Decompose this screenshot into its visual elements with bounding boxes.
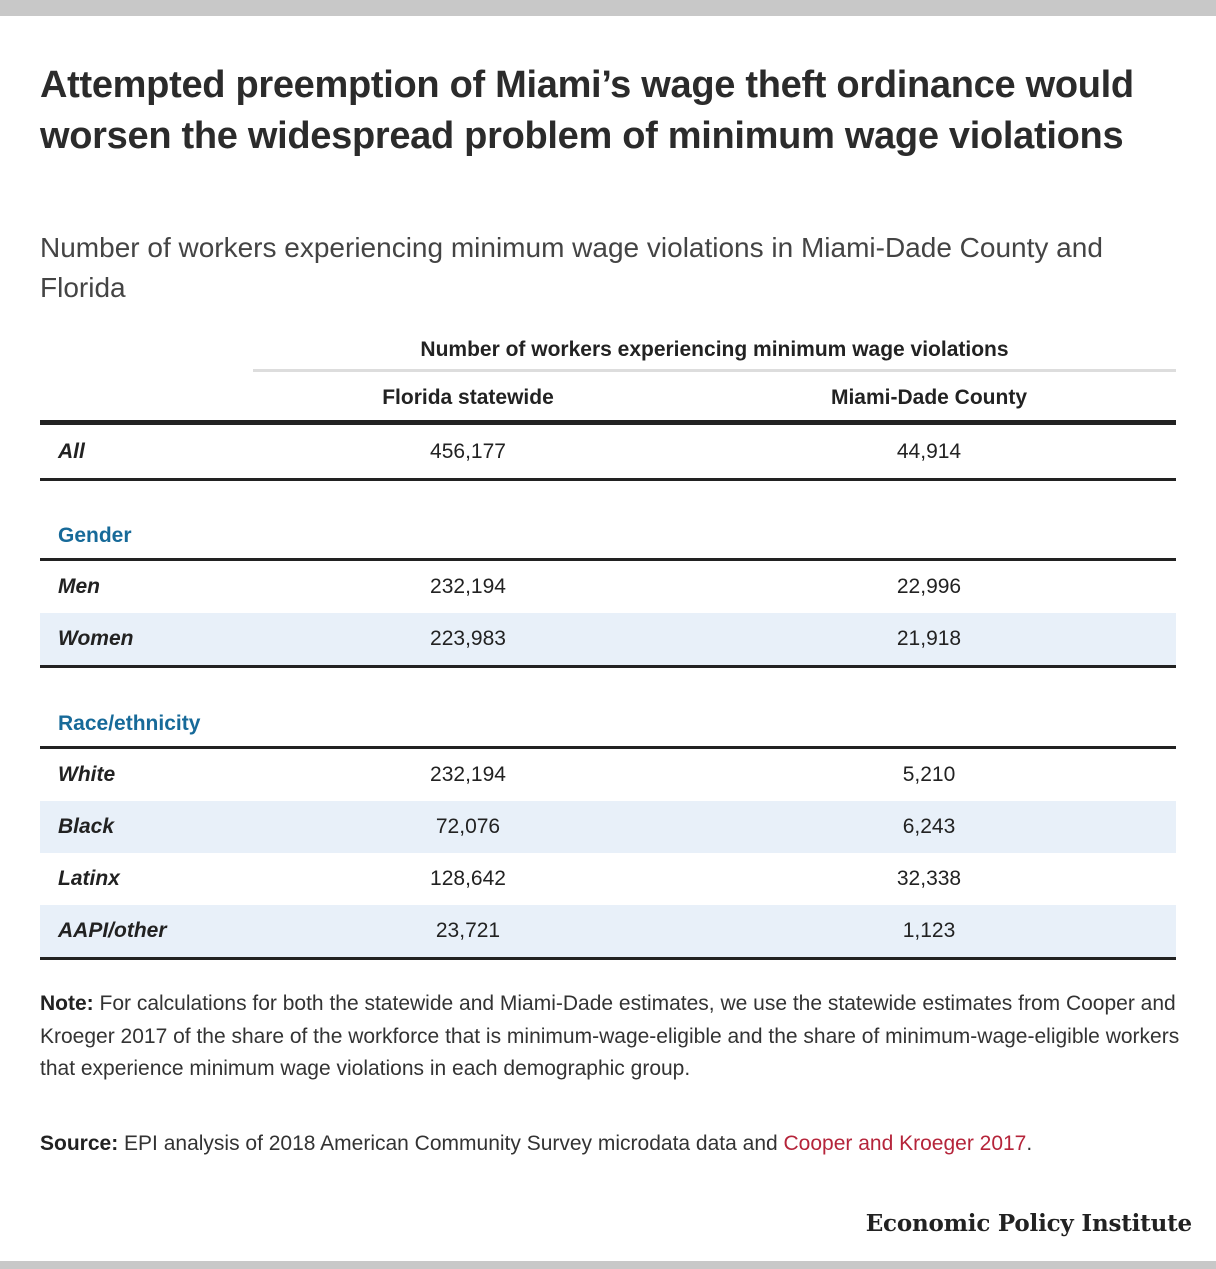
table-row: Men 232,194 22,996	[40, 561, 1176, 613]
chart-subtitle: Number of workers experiencing minimum w…	[40, 232, 1103, 303]
note-label: Note:	[40, 992, 94, 1015]
table-row: AAPI/other 23,721 1,123	[40, 905, 1176, 957]
all-row-divider	[40, 478, 1176, 481]
top-frame-bar	[0, 0, 1216, 16]
chart-title: Attempted preemption of Miami’s wage the…	[40, 64, 1134, 157]
gender-divider	[40, 558, 1176, 561]
source-text: EPI analysis of 2018 American Community …	[118, 1132, 784, 1155]
florida-value: 128,642	[430, 867, 506, 890]
column-header-miami-dade: Miami-Dade County	[830, 386, 1027, 409]
row-label: AAPI/other	[58, 919, 167, 942]
miami-dade-value: 44,914	[896, 440, 962, 463]
header-divider	[40, 420, 1176, 425]
source-label: Source:	[40, 1132, 119, 1155]
florida-value: 23,721	[435, 919, 501, 942]
florida-value: 232,194	[430, 575, 506, 598]
row-label: White	[58, 763, 116, 786]
row-label: Latinx	[58, 867, 120, 890]
source-link[interactable]: Cooper and Kroeger 2017	[783, 1132, 1027, 1155]
miami-dade-value: 32,338	[896, 867, 962, 890]
bottom-frame-bar	[0, 1261, 1216, 1269]
florida-value: 232,194	[430, 763, 506, 786]
florida-value: 456,177	[430, 440, 506, 463]
table-bottom-divider	[40, 957, 1176, 960]
table-row: White 232,194 5,210	[40, 749, 1176, 801]
table-super-header: Number of workers experiencing minimum w…	[253, 336, 1176, 372]
row-label: Black	[58, 815, 115, 838]
miami-dade-value: 6,243	[902, 815, 956, 838]
race-divider	[40, 746, 1176, 749]
miami-dade-value: 1,123	[902, 919, 956, 942]
table-row-all: All 456,177 44,914	[40, 426, 1176, 478]
row-label: Women	[58, 627, 134, 650]
row-label: Men	[58, 575, 100, 598]
row-label: All	[58, 440, 85, 463]
table-row: Black 72,076 6,243	[40, 801, 1176, 853]
table-row: Women 223,983 21,918	[40, 613, 1176, 665]
florida-value: 223,983	[430, 627, 506, 650]
table-row: Latinx 128,642 32,338	[40, 853, 1176, 905]
section-heading-race: Race/ethnicity	[58, 712, 201, 735]
florida-value: 72,076	[435, 815, 501, 838]
miami-dade-value: 5,210	[902, 763, 956, 786]
section-heading-gender: Gender	[58, 524, 132, 547]
table-source: Source: EPI analysis of 2018 American Co…	[40, 1128, 1180, 1161]
gender-end-divider	[40, 665, 1176, 668]
publisher-wordmark: Economic Policy Institute	[865, 1210, 1192, 1237]
source-end: .	[1026, 1132, 1033, 1155]
note-text: For calculations for both the statewide …	[40, 992, 1180, 1080]
miami-dade-value: 22,996	[896, 575, 962, 598]
column-header-florida: Florida statewide	[382, 386, 554, 409]
miami-dade-value: 21,918	[896, 627, 962, 650]
table-note: Note: For calculations for both the stat…	[40, 988, 1180, 1086]
